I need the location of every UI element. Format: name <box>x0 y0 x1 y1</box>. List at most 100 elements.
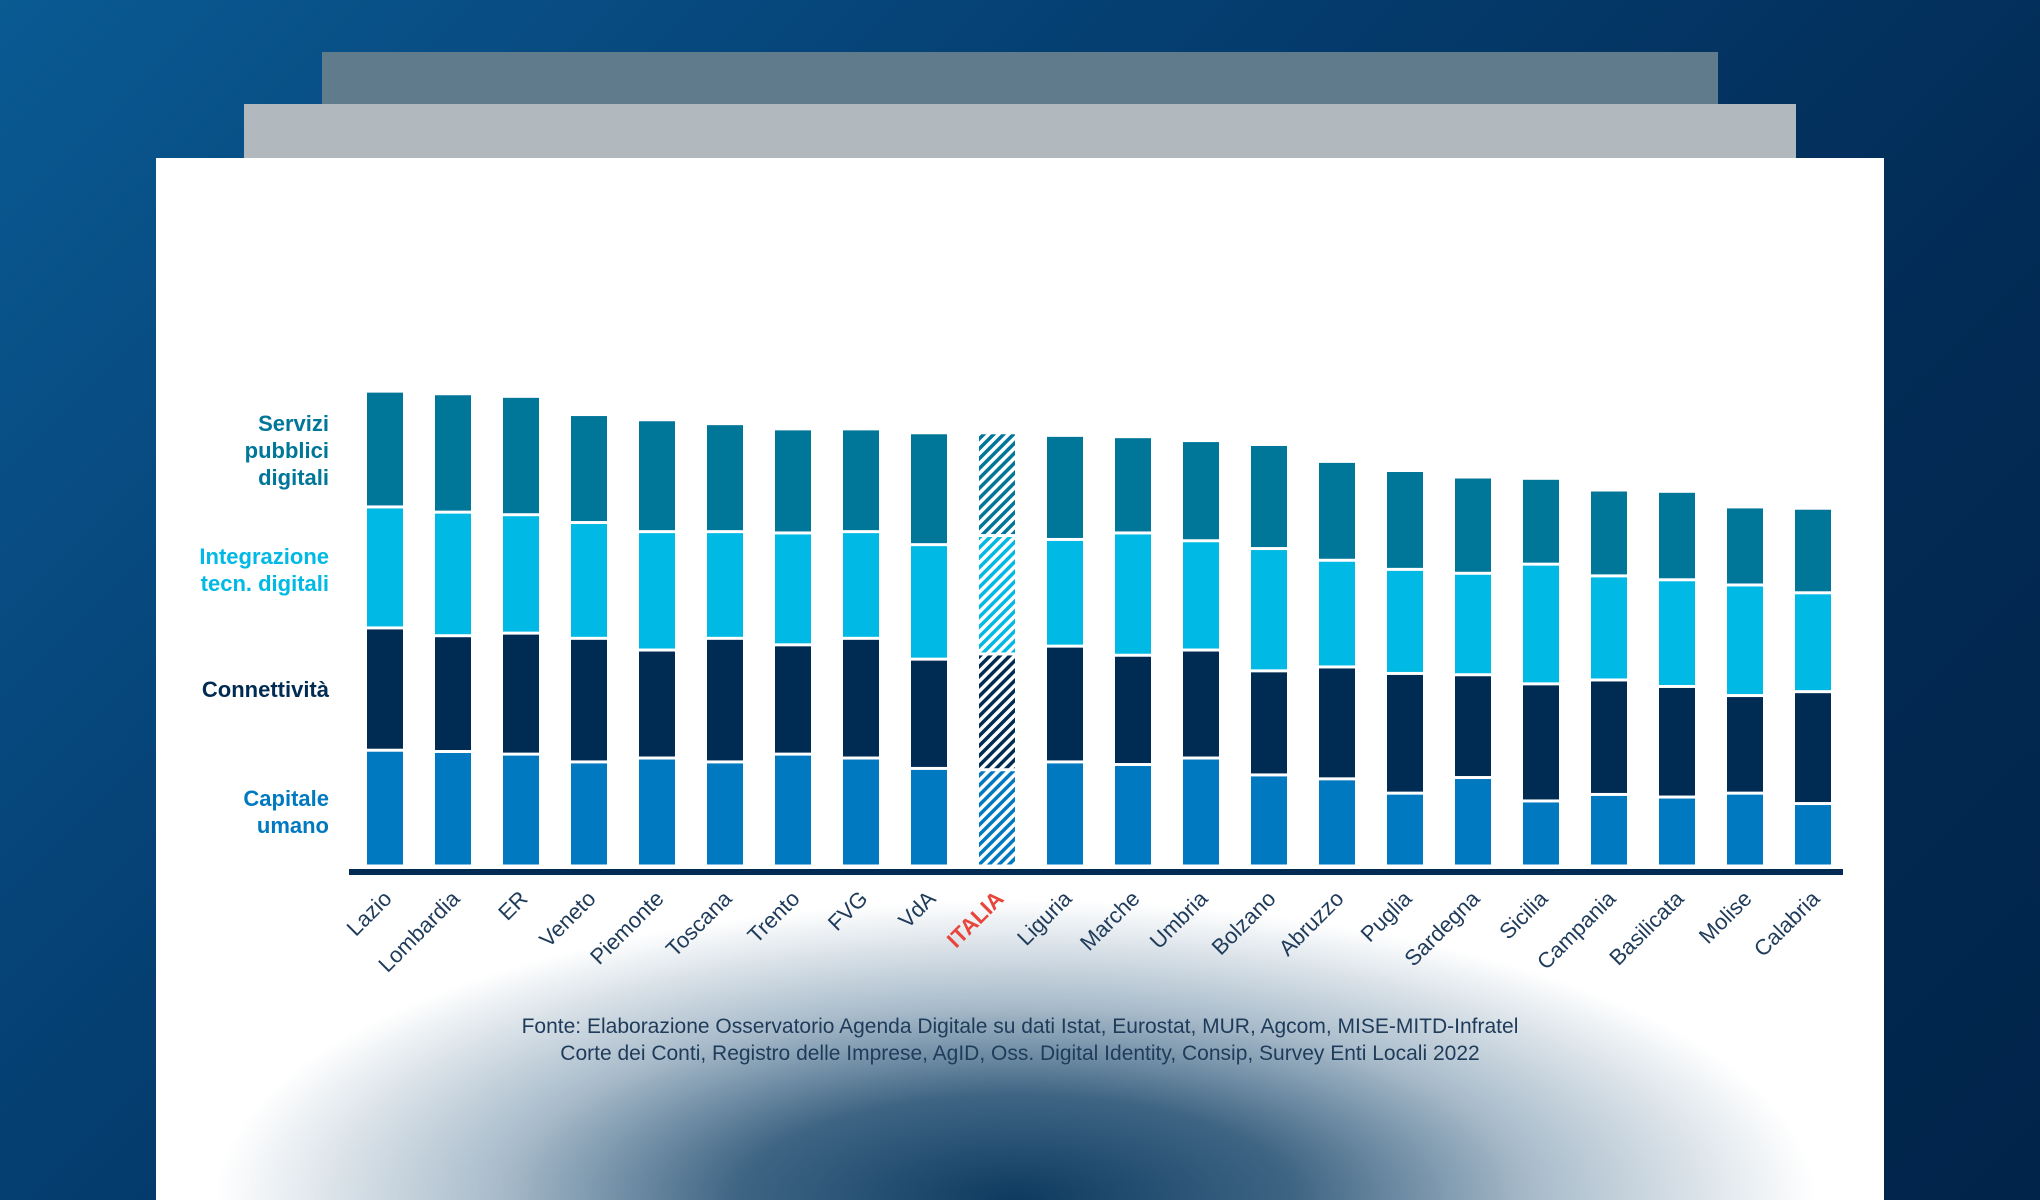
x-tick-label: Sardegna <box>1399 885 1485 971</box>
x-tick-label: Liguria <box>1012 885 1077 950</box>
bar-segment-connettivit- <box>1523 685 1559 800</box>
legend-label-connettivita: Connettività <box>202 676 329 703</box>
bar-segment-capitale-umano <box>1795 805 1831 865</box>
bar-segment-servizi-pubblici-digitali <box>843 430 879 531</box>
legend-label-capitale: Capitale umano <box>243 785 329 839</box>
bar-segment-connettivit- <box>843 639 879 757</box>
bar-segment-servizi-pubblici-digitali <box>1659 492 1695 579</box>
legend-label-line: digitali <box>258 465 329 490</box>
bar-segment-capitale-umano <box>1727 794 1763 865</box>
legend-label-line: Integrazione <box>199 544 329 569</box>
bar-segment-connettivit- <box>1183 651 1219 757</box>
bar-segment-connettivit- <box>775 646 811 753</box>
bar-segment-capitale-umano <box>367 751 403 865</box>
bar-segment-connettivit- <box>639 651 675 757</box>
bar-segment-servizi-pubblici-digitali <box>1727 508 1763 584</box>
legend-label-line: Capitale <box>243 786 329 811</box>
bar-segment-capitale-umano <box>1047 763 1083 865</box>
bar-segment-servizi-pubblici-digitali <box>639 421 675 531</box>
bar-segment-integrazione-tecn-digitali <box>1047 540 1083 645</box>
bar-segment-servizi-pubblici-digitali <box>1591 491 1627 575</box>
bar-segment-connettivit- <box>367 629 403 749</box>
legend-label-line: pubblici <box>244 438 329 463</box>
bar-segment-servizi-pubblici-digitali <box>775 430 811 532</box>
bar-segment-servizi-pubblici-digitali <box>1319 462 1355 559</box>
x-tick-label: Basilicata <box>1604 885 1689 970</box>
bar-segment-connettivit- <box>1047 647 1083 761</box>
bar-segment-integrazione-tecn-digitali <box>1115 534 1151 654</box>
x-tick-label: Calabria <box>1749 885 1825 961</box>
bar-segment-integrazione-tecn-digitali <box>1455 574 1491 674</box>
legend-label-line: Servizi <box>258 411 329 436</box>
bar-segment-servizi-pubblici-digitali <box>1795 509 1831 592</box>
bar-segment-connettivit- <box>1319 668 1355 778</box>
bar-segment-integrazione-tecn-digitali <box>1387 570 1423 672</box>
bar-segment-servizi-pubblici-digitali <box>1115 438 1151 532</box>
bar-segment-connettivit- <box>1659 687 1695 796</box>
source-line-2: Corte dei Conti, Registro delle Imprese,… <box>560 1042 1480 1065</box>
bottom-glow <box>216 900 1816 1200</box>
bar-segment-integrazione-tecn-digitali <box>979 537 1015 653</box>
bar-segment-servizi-pubblici-digitali <box>1455 478 1491 572</box>
x-tick-label: Veneto <box>534 886 600 952</box>
bar-segment-servizi-pubblici-digitali <box>367 392 403 506</box>
bar-segment-connettivit- <box>1455 676 1491 777</box>
bar-segment-integrazione-tecn-digitali <box>1591 577 1627 679</box>
x-tick-label: Bolzano <box>1207 886 1281 960</box>
x-tick-label: Lazio <box>342 886 397 941</box>
bar-segment-integrazione-tecn-digitali <box>435 513 471 635</box>
bar-segment-capitale-umano <box>503 755 539 865</box>
legend-label-line: tecn. digitali <box>200 571 329 596</box>
bar-segment-capitale-umano <box>1183 759 1219 865</box>
bar-segment-integrazione-tecn-digitali <box>639 533 675 649</box>
bar-segment-capitale-umano <box>571 763 607 865</box>
bar-segment-capitale-umano <box>775 755 811 865</box>
legend-label-servizi: Servizi pubblici digitali <box>245 410 329 491</box>
bar-segment-capitale-umano <box>911 769 947 865</box>
bar-segment-servizi-pubblici-digitali <box>707 425 743 531</box>
source-line-1: Fonte: Elaborazione Osservatorio Agenda … <box>521 1015 1519 1038</box>
bar-segment-capitale-umano <box>1115 766 1151 865</box>
bar-segment-integrazione-tecn-digitali <box>1319 561 1355 666</box>
bar-segment-connettivit- <box>979 655 1015 769</box>
bar-segment-connettivit- <box>1591 681 1627 793</box>
bar-segment-capitale-umano <box>843 759 879 865</box>
bar-segment-servizi-pubblici-digitali <box>1523 479 1559 563</box>
bar-segment-servizi-pubblici-digitali <box>571 416 607 522</box>
x-axis-line <box>349 869 1843 875</box>
bar-segment-capitale-umano <box>1455 779 1491 865</box>
bar-segment-capitale-umano <box>1319 780 1355 865</box>
legend-label-line: umano <box>256 813 329 838</box>
x-tick-label: VdA <box>893 886 940 933</box>
legend-label-line: Connettività <box>201 677 329 702</box>
x-tick-label: ER <box>493 886 532 925</box>
bar-segment-capitale-umano <box>1659 798 1695 865</box>
bar-segment-connettivit- <box>503 634 539 753</box>
bar-segment-capitale-umano <box>979 771 1015 865</box>
bar-segment-integrazione-tecn-digitali <box>1183 542 1219 649</box>
x-tick-label: ITALIA <box>942 886 1009 953</box>
bar-segment-capitale-umano <box>1387 794 1423 865</box>
bar-segment-integrazione-tecn-digitali <box>911 546 947 658</box>
bar-segment-connettivit- <box>571 639 607 761</box>
bar-segment-capitale-umano <box>1591 795 1627 865</box>
bar-segment-capitale-umano <box>1523 802 1559 865</box>
bar-segment-connettivit- <box>1251 672 1287 774</box>
bar-segment-integrazione-tecn-digitali <box>1659 581 1695 685</box>
bar-segment-servizi-pubblici-digitali <box>503 397 539 514</box>
bar-segment-connettivit- <box>911 660 947 767</box>
bar-segment-capitale-umano <box>435 753 471 865</box>
bar-segment-connettivit- <box>1795 693 1831 803</box>
x-tick-label: Trento <box>742 886 804 948</box>
bar-segment-integrazione-tecn-digitali <box>1795 594 1831 691</box>
bar-segment-servizi-pubblici-digitali <box>1047 436 1083 538</box>
bar-segment-servizi-pubblici-digitali <box>1251 445 1287 548</box>
bar-segment-integrazione-tecn-digitali <box>1727 586 1763 695</box>
bar-segment-integrazione-tecn-digitali <box>843 533 879 637</box>
bar-segment-integrazione-tecn-digitali <box>1251 550 1287 670</box>
bar-segment-integrazione-tecn-digitali <box>1523 565 1559 683</box>
bar-segment-servizi-pubblici-digitali <box>1183 442 1219 540</box>
bar-segment-connettivit- <box>435 637 471 751</box>
bar-segment-integrazione-tecn-digitali <box>707 533 743 637</box>
